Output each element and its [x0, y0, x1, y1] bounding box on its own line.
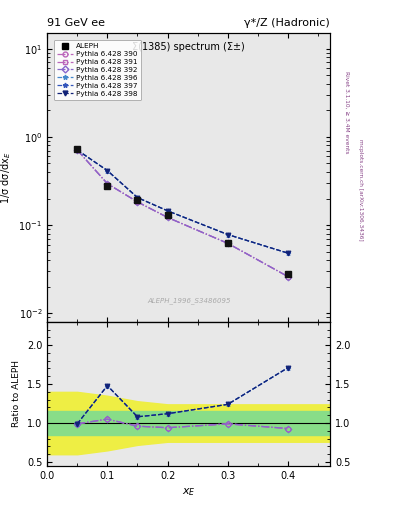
Text: ALEPH_1996_S3486095: ALEPH_1996_S3486095	[147, 297, 230, 305]
Legend: ALEPH, Pythia 6.428 390, Pythia 6.428 391, Pythia 6.428 392, Pythia 6.428 396, P: ALEPH, Pythia 6.428 390, Pythia 6.428 39…	[53, 40, 141, 100]
Text: Rivet 3.1.10, ≥ 3.4M events: Rivet 3.1.10, ≥ 3.4M events	[344, 71, 349, 154]
Text: mcplots.cern.ch [arXiv:1306.3436]: mcplots.cern.ch [arXiv:1306.3436]	[358, 139, 363, 240]
Bar	[47, 411, 330, 435]
Text: γ*/Z (Hadronic): γ*/Z (Hadronic)	[244, 18, 330, 28]
Y-axis label: Ratio to ALEPH: Ratio to ALEPH	[12, 360, 21, 428]
Text: 91 GeV ee: 91 GeV ee	[47, 18, 105, 28]
Text: Σ(1385) spectrum (Σ±): Σ(1385) spectrum (Σ±)	[132, 42, 245, 52]
Y-axis label: 1/σ dσ/dx$_E$: 1/σ dσ/dx$_E$	[0, 151, 13, 204]
X-axis label: $x_E$: $x_E$	[182, 486, 195, 498]
